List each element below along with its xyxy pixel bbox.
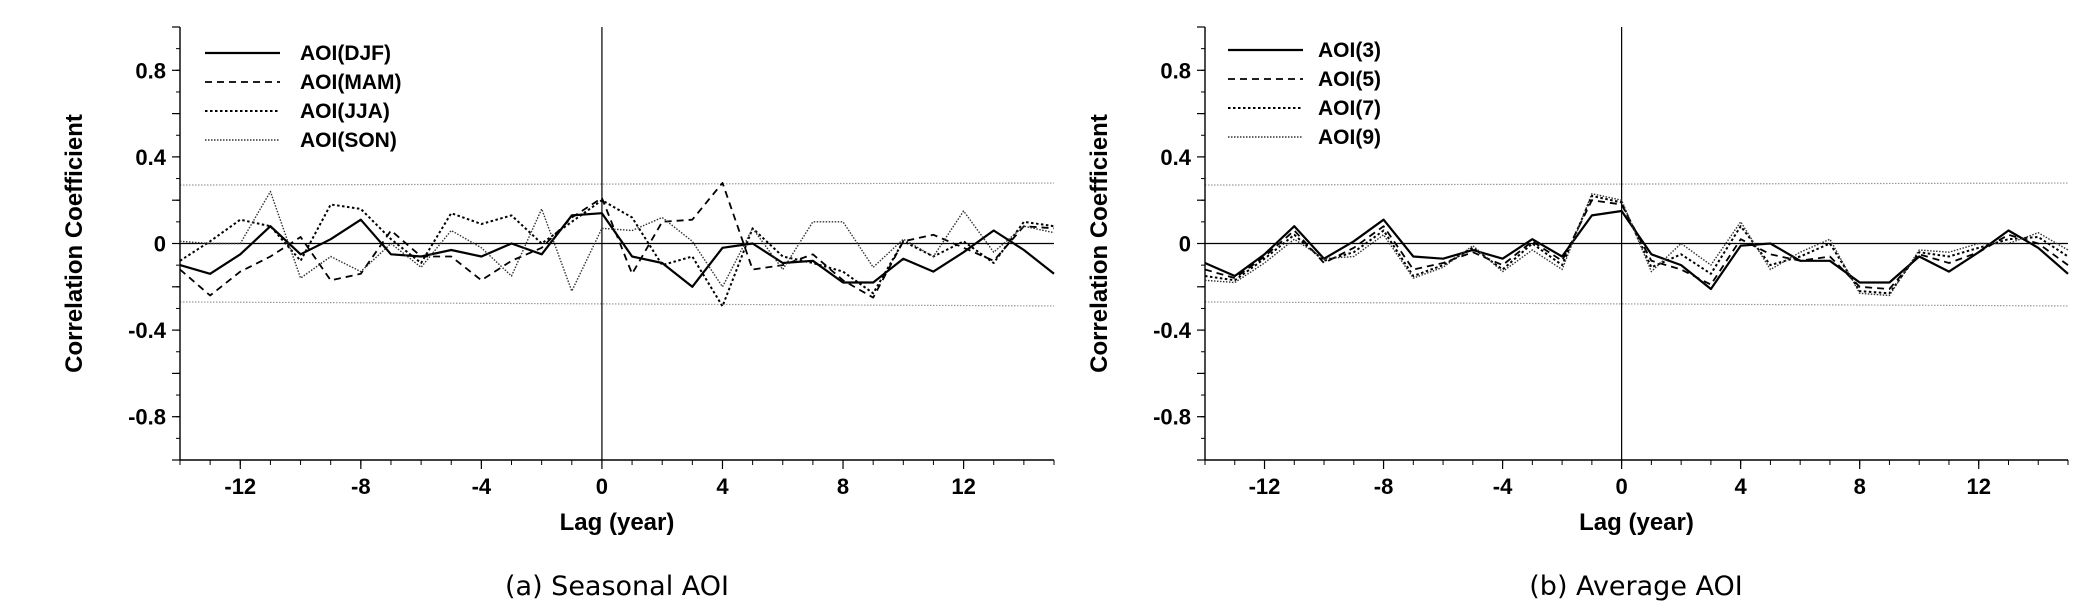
x-tick-label: -4	[472, 474, 492, 499]
x-tick-label: -8	[351, 474, 371, 499]
x-tick-label: 0	[596, 474, 608, 499]
y-tick-label: 0.4	[1160, 145, 1191, 170]
y-axis-title: Correlation Coefficient	[61, 114, 88, 373]
panel-caption: (a) Seasonal AOI	[505, 571, 729, 602]
legend-label: AOI(JJA)	[300, 100, 390, 123]
y-tick-label: -0.4	[128, 318, 167, 343]
y-tick-label: 0	[1179, 232, 1191, 257]
x-tick-label: 4	[1735, 474, 1748, 499]
series-line-4	[179, 190, 1055, 292]
x-tick-label: 4	[716, 474, 729, 499]
legend-label: AOI(MAM)	[300, 71, 401, 94]
x-axis-title: Lag (year)	[560, 509, 675, 536]
panel-average-aoi: 0.8 0.4 0 -0.4 -0.8 -12 -8 -4 0 4 8 12 Lag (year) Cor…	[1086, 26, 2069, 602]
series-line-4	[1204, 192, 2069, 297]
x-tick-label: 12	[951, 474, 975, 499]
y-tick-label: -0.8	[128, 405, 166, 430]
x-tick-label: 8	[837, 474, 849, 499]
panel-caption: (b) Average AOI	[1529, 571, 1742, 602]
y-tick-label: 0.8	[135, 58, 166, 83]
series-line-2	[1204, 199, 2069, 290]
x-tick-label: -12	[224, 474, 256, 499]
y-tick-label: 0.4	[135, 145, 166, 170]
x-axis-title: Lag (year)	[1579, 509, 1694, 536]
x-tick-label: 12	[1966, 474, 1990, 499]
x-tick-label: -4	[1493, 474, 1513, 499]
legend-label: AOI(3)	[1318, 39, 1381, 62]
legend-label: AOI(SON)	[300, 129, 397, 152]
legend-label: AOI(DJF)	[300, 42, 391, 65]
x-tick-label: -12	[1249, 474, 1281, 499]
series-line-2	[179, 181, 1055, 299]
y-tick-label: -0.4	[1153, 318, 1192, 343]
y-axis-title: Correlation Coefficient	[1086, 114, 1113, 373]
x-tick-label: 0	[1615, 474, 1627, 499]
y-tick-label: -0.8	[1153, 405, 1191, 430]
legend-label: AOI(5)	[1318, 68, 1381, 91]
y-tick-label: 0.8	[1160, 58, 1191, 83]
legend-label: AOI(7)	[1318, 97, 1381, 120]
y-tick-label: 0	[154, 232, 166, 257]
panel-seasonal-aoi: 0.8 0.4 0 -0.4 -0.8 -12 -8 -4 0 4 8 12 Lag (year) Cor…	[61, 26, 1055, 602]
x-tick-label: -8	[1374, 474, 1394, 499]
legend-label: AOI(9)	[1318, 126, 1381, 149]
x-tick-label: 8	[1854, 474, 1866, 499]
